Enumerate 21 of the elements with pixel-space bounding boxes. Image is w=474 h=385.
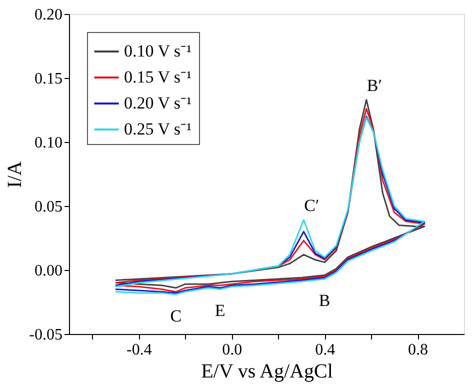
x-tick-label: 0.8	[408, 342, 428, 358]
annotation: B	[318, 290, 330, 310]
y-tick-label: 0.15	[34, 70, 62, 88]
x-tick-label: 0.4	[315, 342, 336, 358]
y-tick-label: 0.05	[34, 198, 62, 216]
y-tick-label: 0.10	[34, 134, 62, 152]
annotation: E	[214, 301, 226, 320]
x-tick-label: -0.4	[126, 342, 152, 358]
y-tick-label: 0.20	[34, 6, 62, 24]
y-tick-label: -0.05	[29, 326, 62, 344]
legend-label: 0.15 V s⁻¹	[124, 68, 192, 86]
legend-label: 0.10 V s⁻¹	[124, 42, 192, 60]
legend-label: 0.25 V s⁻¹	[124, 120, 192, 138]
annotation: C	[170, 306, 182, 326]
annotation: C′	[304, 196, 320, 216]
annotation: B′	[366, 76, 382, 95]
x-axis-title: E/V vs Ag/AgCl	[201, 360, 334, 382]
y-tick-label: 0.00	[34, 262, 62, 280]
y-axis-title: I/A	[4, 160, 26, 188]
legend-label: 0.20 V s⁻¹	[124, 94, 192, 112]
x-tick-label: 0.0	[222, 342, 242, 358]
